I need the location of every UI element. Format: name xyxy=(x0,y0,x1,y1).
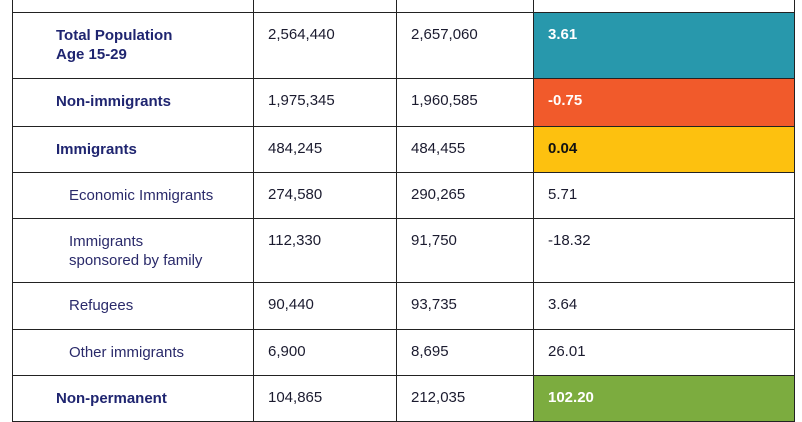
table-row: Total Population Age 15-29 2,564,440 2,6… xyxy=(12,12,795,79)
table-row: Immigrants 484,245 484,455 0.04 xyxy=(12,126,795,173)
row-label-line: Total Population xyxy=(56,27,173,44)
change-cell: 3.61 xyxy=(533,12,795,79)
row-label-line: Non-immigrants xyxy=(56,93,172,110)
change-cell: -0.75 xyxy=(533,78,795,127)
population-table-container: Total Population Age 15-29 2,564,440 2,6… xyxy=(12,0,795,422)
value-cell-year-2: 212,035 xyxy=(396,375,534,422)
value-cell-year-1: 1,975,345 xyxy=(253,78,397,127)
row-label: Non-immigrants xyxy=(12,78,254,127)
value-cell-year-2: 91,750 xyxy=(396,218,534,283)
value-cell-year-1: 2,564,440 xyxy=(253,12,397,79)
change-cell: 5.71 xyxy=(533,172,795,219)
value-cell-year-2: 93,735 xyxy=(396,282,534,330)
value-cell-year-2: 484,455 xyxy=(396,126,534,173)
header-cell-category xyxy=(12,0,254,13)
row-label-line: Immigrants xyxy=(56,141,137,158)
header-cell-year-2 xyxy=(396,0,534,13)
row-label: Total Population Age 15-29 xyxy=(12,12,254,79)
value-cell-year-2: 290,265 xyxy=(396,172,534,219)
value-cell-year-2: 2,657,060 xyxy=(396,12,534,79)
value-cell-year-1: 484,245 xyxy=(253,126,397,173)
value-cell-year-1: 104,865 xyxy=(253,375,397,422)
row-label: Refugees xyxy=(12,282,254,330)
table-row: Non-permanent 104,865 212,035 102.20 xyxy=(12,375,795,422)
change-cell: 0.04 xyxy=(533,126,795,173)
row-label-line: Immigrants xyxy=(69,233,144,250)
row-label: Immigrants xyxy=(12,126,254,173)
row-label-line: Refugees xyxy=(69,297,134,314)
row-label: Immigrants sponsored by family xyxy=(12,218,254,283)
row-label-line: Economic Immigrants xyxy=(69,187,214,204)
population-table: Total Population Age 15-29 2,564,440 2,6… xyxy=(12,0,795,422)
table-row: Refugees 90,440 93,735 3.64 xyxy=(12,282,795,330)
value-cell-year-2: 1,960,585 xyxy=(396,78,534,127)
table-header-row xyxy=(12,0,795,13)
change-cell: 102.20 xyxy=(533,375,795,422)
row-label-line: sponsored by family xyxy=(69,252,203,269)
change-cell: 26.01 xyxy=(533,329,795,376)
table-row: Other immigrants 6,900 8,695 26.01 xyxy=(12,329,795,376)
row-label-line: Age 15-29 xyxy=(56,46,127,63)
row-label-line: Non-permanent xyxy=(56,390,167,407)
value-cell-year-1: 274,580 xyxy=(253,172,397,219)
row-label-line: Other immigrants xyxy=(69,344,185,361)
value-cell-year-1: 6,900 xyxy=(253,329,397,376)
row-label: Non-permanent xyxy=(12,375,254,422)
value-cell-year-1: 90,440 xyxy=(253,282,397,330)
table-row: Non-immigrants 1,975,345 1,960,585 -0.75 xyxy=(12,78,795,127)
value-cell-year-2: 8,695 xyxy=(396,329,534,376)
row-label: Economic Immigrants xyxy=(12,172,254,219)
change-cell: -18.32 xyxy=(533,218,795,283)
change-cell: 3.64 xyxy=(533,282,795,330)
header-cell-year-1 xyxy=(253,0,397,13)
table-row: Immigrants sponsored by family 112,330 9… xyxy=(12,218,795,283)
table-row: Economic Immigrants 274,580 290,265 5.71 xyxy=(12,172,795,219)
row-label: Other immigrants xyxy=(12,329,254,376)
value-cell-year-1: 112,330 xyxy=(253,218,397,283)
header-cell-change xyxy=(533,0,795,13)
